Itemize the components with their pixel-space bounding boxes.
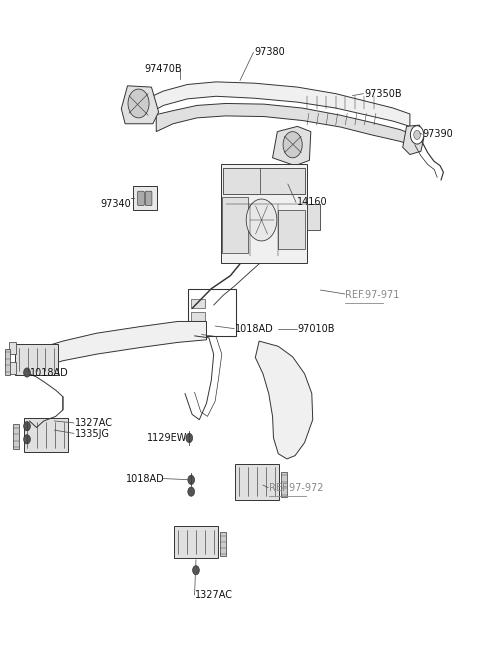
Circle shape xyxy=(24,422,30,431)
Circle shape xyxy=(192,565,199,575)
Circle shape xyxy=(283,132,302,158)
Bar xyxy=(221,165,307,262)
Text: 97470B: 97470B xyxy=(144,64,181,74)
Text: REF.97-971: REF.97-971 xyxy=(345,290,400,300)
Bar xyxy=(9,342,16,354)
Polygon shape xyxy=(255,341,313,459)
Circle shape xyxy=(414,131,420,140)
Bar xyxy=(222,197,248,253)
FancyBboxPatch shape xyxy=(138,191,144,205)
Bar xyxy=(13,424,19,449)
Text: 1129EW: 1129EW xyxy=(147,433,187,443)
Text: 14160: 14160 xyxy=(297,197,327,207)
Text: 1018AD: 1018AD xyxy=(235,324,274,335)
Text: 97380: 97380 xyxy=(254,47,285,57)
Bar xyxy=(235,464,279,499)
Circle shape xyxy=(188,487,194,496)
Polygon shape xyxy=(149,82,410,127)
Circle shape xyxy=(246,199,277,241)
Bar xyxy=(278,210,305,249)
Bar xyxy=(223,168,305,194)
Bar xyxy=(220,532,226,556)
Text: 1327AC: 1327AC xyxy=(75,418,113,428)
FancyBboxPatch shape xyxy=(133,186,157,209)
FancyBboxPatch shape xyxy=(145,191,152,205)
Polygon shape xyxy=(121,86,158,124)
Text: 1018AD: 1018AD xyxy=(30,367,69,377)
Polygon shape xyxy=(273,127,311,166)
Circle shape xyxy=(186,434,192,443)
Text: 1327AC: 1327AC xyxy=(194,590,232,600)
Text: 97350B: 97350B xyxy=(364,89,402,98)
Bar xyxy=(4,349,10,375)
Circle shape xyxy=(128,89,149,118)
Bar xyxy=(307,203,321,230)
Bar xyxy=(191,299,205,308)
Bar xyxy=(24,419,68,453)
Bar xyxy=(191,312,205,321)
Polygon shape xyxy=(403,125,424,155)
Polygon shape xyxy=(156,104,417,148)
Bar xyxy=(9,362,16,374)
Circle shape xyxy=(24,435,30,444)
Bar xyxy=(174,525,218,558)
Bar xyxy=(188,289,236,336)
Text: 1018AD: 1018AD xyxy=(126,474,164,483)
Text: 97390: 97390 xyxy=(423,129,454,139)
Text: 97340: 97340 xyxy=(100,199,131,209)
Bar xyxy=(281,472,287,497)
Bar xyxy=(15,344,58,375)
Text: REF.97-972: REF.97-972 xyxy=(269,483,323,493)
Circle shape xyxy=(188,476,194,484)
Text: 97010B: 97010B xyxy=(298,324,335,335)
Polygon shape xyxy=(25,321,206,373)
Circle shape xyxy=(410,126,424,144)
Text: 1335JG: 1335JG xyxy=(75,429,110,439)
Circle shape xyxy=(24,368,30,377)
